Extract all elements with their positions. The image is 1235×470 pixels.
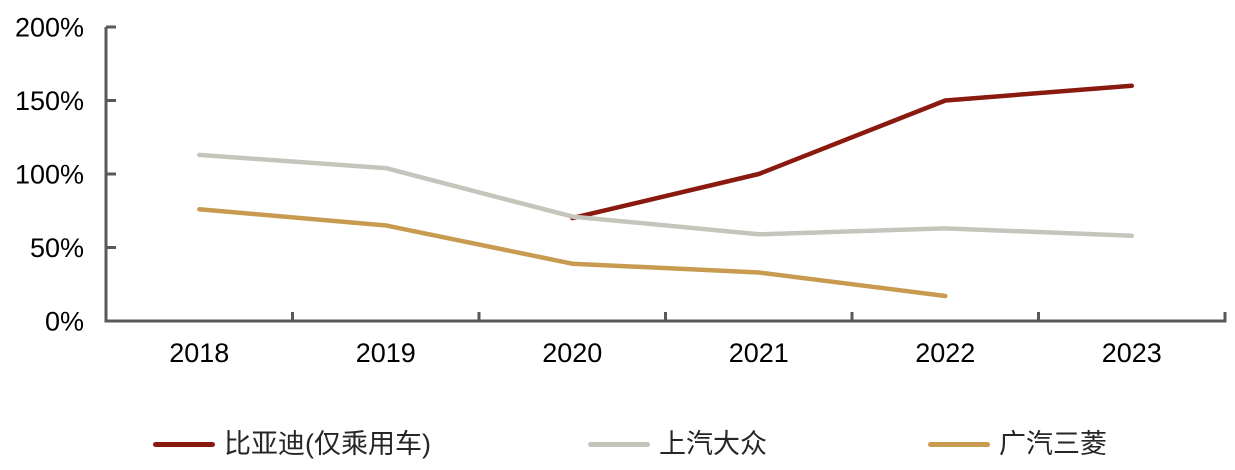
legend-swatch-saic-vw-line	[588, 441, 650, 447]
legend-item-saic-vw: 上汽大众	[588, 426, 767, 462]
axis-frame	[104, 27, 1227, 323]
x-axis-label: 2018	[169, 338, 229, 368]
y-axis-label: 150%	[15, 86, 84, 116]
legend-label-byd: 比亚迪(仅乘用车)	[224, 429, 431, 459]
x-axis-label: 2023	[1102, 338, 1162, 368]
series-line-0	[570, 83, 1135, 221]
series-line-1	[197, 152, 1135, 238]
legend-swatch-byd-line	[153, 441, 215, 447]
y-axis-label: 200%	[15, 12, 84, 42]
x-axis-label: 2021	[729, 338, 789, 368]
x-axis-label: 2019	[356, 338, 416, 368]
y-axis-label: 0%	[45, 306, 84, 336]
legend-item-gac-mitsubishi: 广汽三菱	[928, 426, 1107, 462]
x-axis-label: 2020	[542, 338, 602, 368]
chart-legend: 比亚迪(仅乘用车) 上汽大众 广汽三菱	[0, 426, 1235, 466]
y-axis-label: 100%	[15, 159, 84, 189]
plot-area: 0% 50% 100% 150% 200% 2018 2019 2020 2021 2022 202…	[15, 12, 1227, 368]
series-line-2	[197, 207, 948, 299]
x-axis-label: 2022	[915, 338, 975, 368]
legend-label-gac-mitsubishi: 广汽三菱	[999, 429, 1107, 459]
legend-swatch-gac-mitsubishi-line	[928, 441, 990, 447]
legend-label-saic-vw: 上汽大众	[659, 429, 767, 459]
y-axis-label: 50%	[30, 233, 84, 263]
legend-item-byd: 比亚迪(仅乘用车)	[153, 426, 431, 462]
